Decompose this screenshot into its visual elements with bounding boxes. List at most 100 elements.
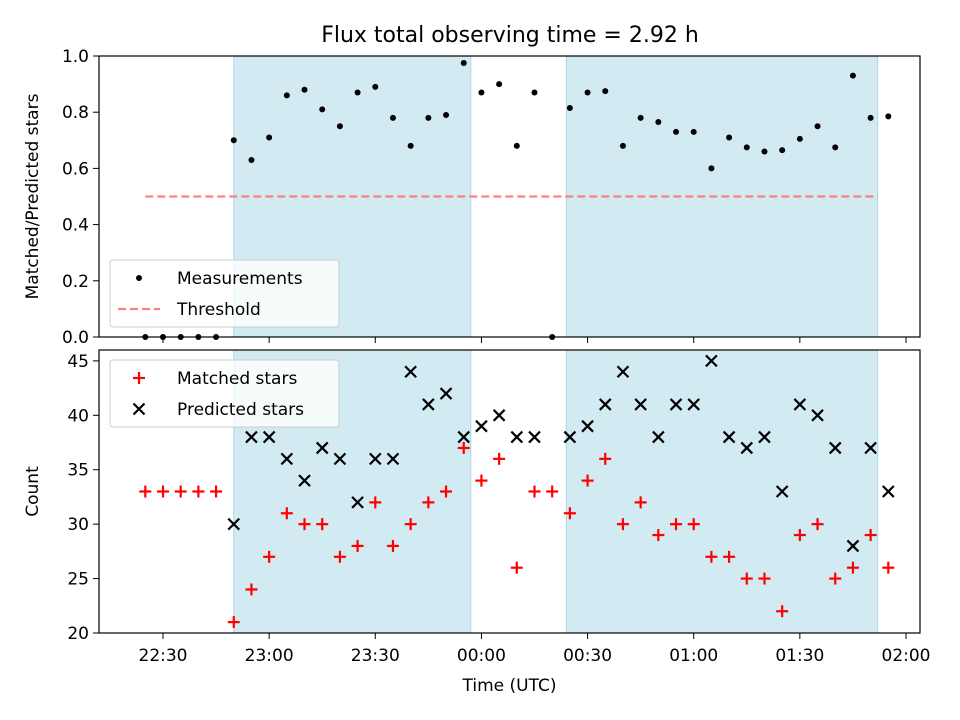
- predicted-star-point: [386, 452, 400, 466]
- predicted-star-stroke: [775, 485, 789, 498]
- measurement-point: [761, 148, 768, 155]
- predicted-star-stroke: [262, 430, 276, 444]
- matched-star-point: [723, 550, 736, 563]
- matched-star-point: [157, 485, 169, 498]
- measurement-point: [389, 114, 396, 121]
- chart-title: Flux total observing time = 2.92 h: [321, 23, 699, 48]
- matched-star-point: [475, 474, 488, 487]
- shaded-interval-2: [566, 350, 878, 633]
- predicted-star-point: [740, 441, 754, 455]
- predicted-star-stroke: [280, 452, 294, 466]
- matched-star-point: [245, 583, 258, 596]
- measurement-point: [478, 89, 485, 96]
- measurement-point: [655, 119, 662, 126]
- predicted-star-stroke: [439, 387, 453, 400]
- matched-star-point: [581, 474, 594, 487]
- predicted-star-point: [793, 398, 807, 411]
- matched-star-point: [864, 529, 877, 542]
- predicted-star-stroke: [298, 474, 311, 487]
- matched-star-point: [422, 496, 435, 509]
- y-tick-label: 30: [67, 515, 89, 535]
- legend-label: Threshold: [176, 300, 261, 320]
- predicted-star-point: [616, 365, 630, 379]
- predicted-star-stroke: [846, 539, 860, 553]
- measurement-point: [443, 112, 450, 119]
- predicted-star-stroke: [722, 430, 736, 444]
- matched-star-point: [670, 518, 683, 531]
- matched-star-point: [316, 518, 329, 531]
- measurement-point: [867, 114, 874, 121]
- matched-star-point: [829, 572, 842, 585]
- predicted-star-point: [369, 452, 382, 466]
- predicted-star-stroke: [351, 496, 364, 509]
- x-tick-label: 02:00: [882, 646, 931, 666]
- matched-star-point: [758, 572, 771, 585]
- count-panel: 20 25 30 35 40 45 22:30 23:00 23:30 00:00 00:30 01:…: [23, 349, 931, 696]
- predicted-star-stroke: [333, 452, 347, 466]
- legend-x-icon: [132, 402, 146, 416]
- matched-star-point: [740, 572, 753, 585]
- predicted-star-point: [882, 485, 895, 498]
- predicted-star-stroke: [705, 354, 718, 368]
- y-tick-label: 1.0: [62, 47, 89, 67]
- matched-star-point: [369, 496, 382, 509]
- matched-star-point: [563, 507, 576, 520]
- measurement-point: [513, 142, 520, 149]
- axes-frame: [98, 349, 921, 634]
- measurement-point: [566, 104, 573, 111]
- predicted-star-stroke: [563, 430, 577, 444]
- measurement-point: [248, 156, 255, 163]
- matched-star-point: [493, 452, 506, 465]
- x-tick-label: 00:00: [457, 646, 506, 666]
- matched-star-point: [616, 518, 629, 531]
- predicted-star-stroke: [315, 441, 329, 455]
- y-axis-label: Count: [23, 466, 43, 517]
- predicted-star-stroke: [598, 398, 612, 411]
- measurement-point: [531, 89, 538, 96]
- predicted-star-point: [811, 409, 824, 422]
- x-tick-label: 01:30: [775, 646, 824, 666]
- matched-star-point: [687, 518, 700, 531]
- predicted-star-point: [775, 485, 789, 498]
- measurement-point: [637, 114, 644, 121]
- measurement-point: [849, 72, 856, 79]
- predicted-star-point: [315, 441, 329, 455]
- predicted-star-stroke: [634, 398, 647, 411]
- matched-star-point: [811, 518, 824, 531]
- predicted-star-point: [439, 387, 453, 400]
- axes-frame: [98, 55, 921, 338]
- measurement-point: [708, 165, 715, 172]
- predicted-star-point: [687, 398, 700, 411]
- matched-star-point: [139, 485, 152, 498]
- y-tick-label: 0.8: [62, 103, 89, 123]
- predicted-star-point: [634, 398, 647, 411]
- measurement-point: [885, 113, 892, 120]
- legend: Matched stars Predicted stars: [109, 359, 340, 428]
- matched-star-point: [457, 441, 470, 454]
- matched-star-point: [652, 529, 665, 542]
- matched-star-point: [440, 485, 453, 498]
- y-axis-label: Matched/Predicted stars: [23, 93, 43, 299]
- legend-label: Measurements: [177, 269, 303, 289]
- predicted-star-point: [227, 517, 241, 531]
- measurement-point: [673, 128, 680, 135]
- predicted-star-point: [262, 430, 276, 444]
- legend-plus-icon: [133, 372, 145, 384]
- predicted-star-stroke: [793, 398, 807, 411]
- predicted-star-point: [669, 398, 683, 411]
- measurement-point: [460, 60, 467, 67]
- predicted-star-point: [828, 441, 842, 455]
- measurement-point: [372, 83, 379, 90]
- y-tick-label: 25: [67, 570, 89, 590]
- predicted-star-stroke: [811, 409, 824, 422]
- matched-star-point: [776, 605, 789, 618]
- matched-star-point: [263, 550, 276, 563]
- predicted-star-point: [864, 441, 877, 455]
- matched-star-point: [192, 485, 205, 498]
- measurement-point: [407, 142, 414, 149]
- predicted-star-stroke: [669, 398, 683, 411]
- predicted-star-stroke: [581, 419, 594, 433]
- predicted-star-point: [581, 419, 594, 433]
- predicted-star-point: [705, 354, 718, 368]
